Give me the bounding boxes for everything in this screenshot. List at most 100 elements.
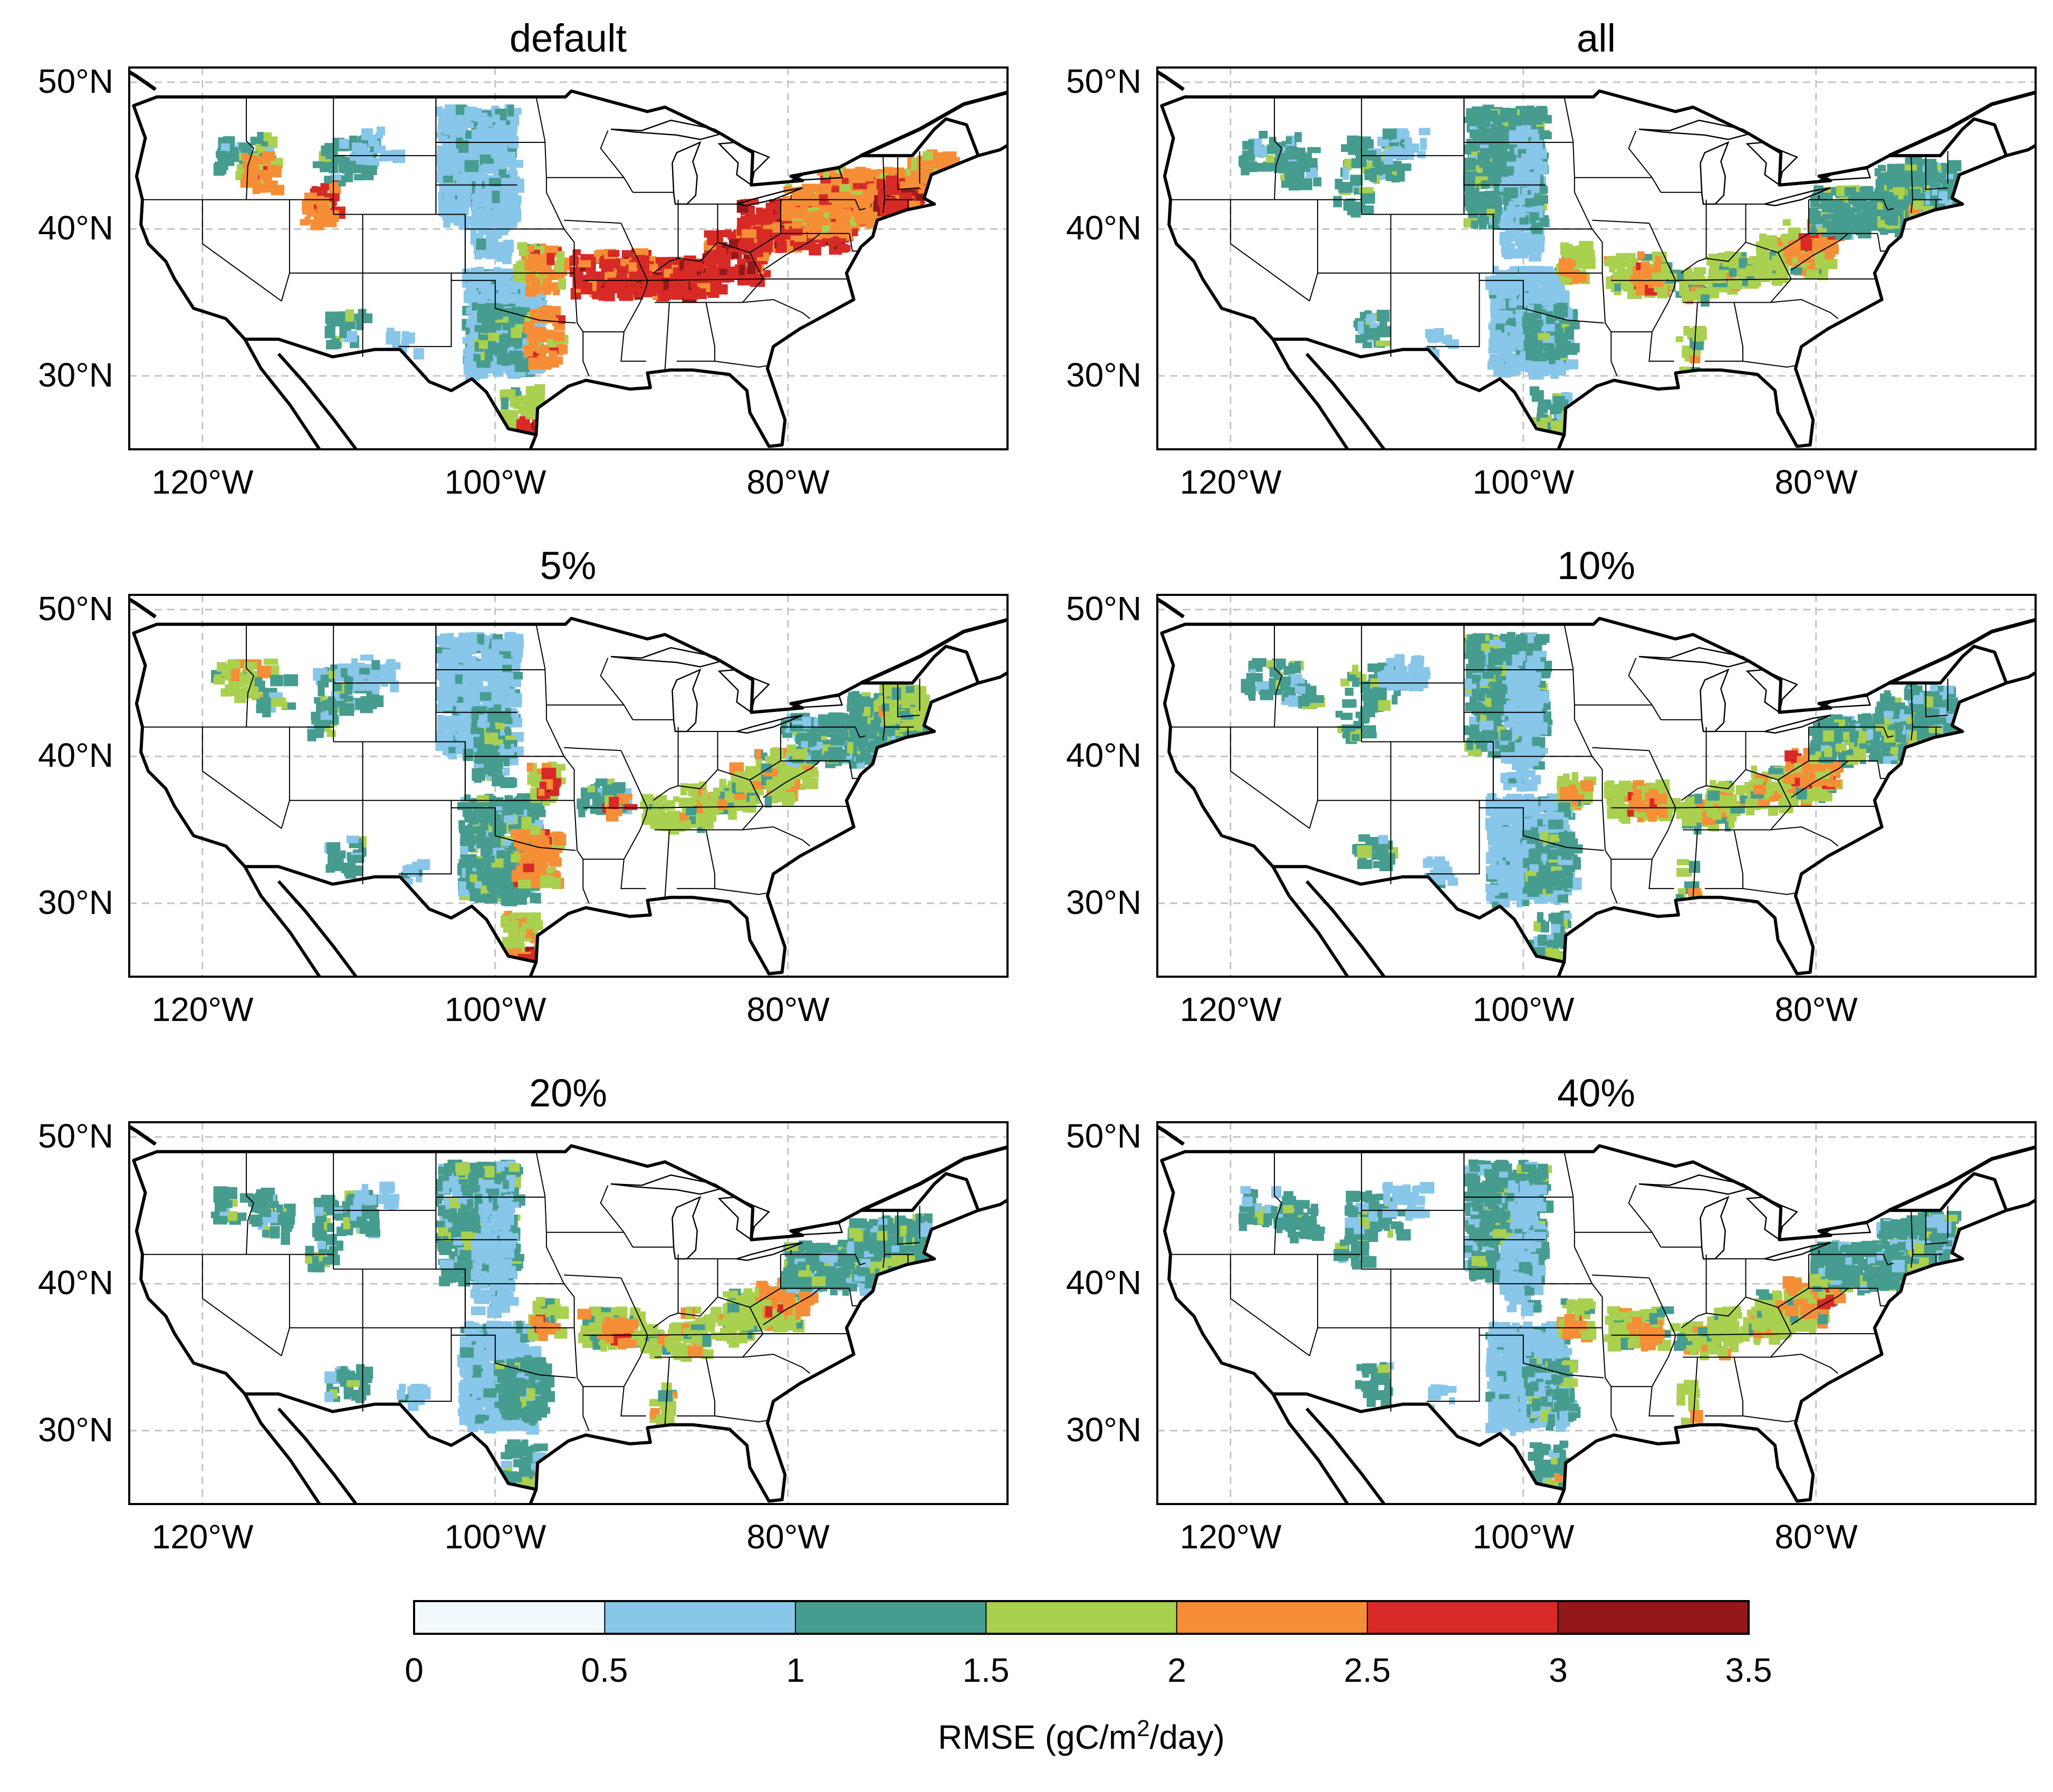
rmse-cell — [496, 250, 507, 262]
rmse-cell — [1816, 216, 1826, 224]
rmse-cell — [1941, 212, 1952, 220]
rmse-cell — [558, 278, 566, 290]
rmse-cell — [620, 258, 629, 266]
rmse-cell — [944, 173, 960, 181]
rmse-cell — [492, 228, 506, 235]
rmse-cell — [527, 245, 534, 252]
rmse-cell — [760, 215, 770, 225]
rmse-cell — [1565, 268, 1575, 276]
rmse-cell — [1509, 267, 1518, 277]
rmse-cell — [358, 313, 373, 323]
rmse-cell — [476, 238, 486, 250]
rmse-cell — [1759, 233, 1767, 242]
state-border — [600, 130, 625, 178]
rmse-cell — [1245, 162, 1254, 170]
rmse-cell — [1283, 161, 1297, 170]
rmse-cell — [1492, 158, 1502, 166]
rmse-cell — [501, 354, 510, 366]
rmse-cell — [244, 143, 253, 151]
rmse-cell — [1417, 151, 1426, 159]
rmse-cell — [1488, 283, 1499, 295]
rmse-cell — [492, 204, 501, 216]
rmse-cell — [1939, 191, 1948, 204]
rmse-cell — [464, 122, 474, 128]
rmse-cell — [516, 419, 530, 432]
rmse-cell — [1759, 265, 1772, 277]
rmse-cell — [1254, 146, 1268, 157]
rmse-cell — [514, 434, 523, 442]
rmse-cell — [352, 143, 368, 152]
rmse-cell — [502, 441, 511, 447]
rmse-cell — [501, 389, 516, 397]
rmse-cell — [1553, 306, 1568, 317]
rmse-cell — [1918, 218, 1934, 228]
rmse-cell — [1498, 300, 1506, 310]
rmse-cell — [791, 220, 802, 229]
rmse-cell — [650, 285, 657, 296]
state-border — [281, 199, 290, 302]
rmse-cell — [524, 259, 531, 271]
rmse-cell — [765, 203, 781, 209]
rmse-cell — [906, 213, 920, 220]
rmse-cell — [546, 357, 555, 368]
rmse-cell — [911, 158, 917, 171]
rmse-cell — [841, 178, 849, 185]
rmse-cell — [1713, 273, 1726, 283]
rmse-cell — [1706, 256, 1721, 266]
rmse-cell — [451, 126, 460, 137]
rmse-cell — [1844, 219, 1850, 228]
rmse-cell — [1812, 240, 1822, 250]
rmse-cell — [461, 190, 471, 199]
rmse-cell — [1653, 262, 1661, 273]
rmse-cell — [546, 347, 559, 353]
rmse-cell — [443, 167, 453, 176]
rmse-cell — [1527, 183, 1534, 190]
rmse-cell — [477, 141, 487, 151]
rmse-cell — [1507, 166, 1514, 176]
rmse-cell — [492, 190, 500, 204]
rmse-cell — [546, 330, 555, 339]
rmse-cell — [492, 114, 500, 122]
rmse-cell — [1810, 210, 1821, 217]
lat-tick-label: 40°N — [38, 209, 113, 247]
rmse-cell — [514, 436, 526, 446]
rmse-cell — [1265, 155, 1274, 163]
rmse-cell — [1688, 376, 1699, 384]
rmse-cell — [580, 254, 594, 261]
rmse-cell — [379, 155, 389, 162]
rmse-cell — [1484, 190, 1499, 199]
rmse-cell — [387, 153, 398, 160]
rmse-cell — [1810, 226, 1817, 236]
rmse-cell — [540, 258, 547, 268]
rmse-cell — [1867, 219, 1875, 227]
rmse-cell — [512, 441, 521, 447]
rmse-cell — [510, 131, 517, 143]
rmse-cell — [257, 132, 264, 140]
rmse-cell — [502, 281, 513, 293]
rmse-cell — [750, 214, 760, 225]
rmse-cell — [717, 258, 731, 271]
rmse-cell — [1854, 223, 1865, 233]
rmse-cell — [1543, 268, 1554, 280]
rmse-cell — [525, 286, 536, 297]
rmse-cell — [475, 294, 484, 302]
rmse-cell — [1862, 186, 1873, 195]
rmse-cell — [1536, 348, 1543, 360]
rmse-cell — [354, 174, 365, 180]
rmse-cell — [261, 139, 268, 147]
rmse-cell — [1564, 327, 1573, 338]
rmse-cell — [488, 332, 501, 341]
rmse-cell — [608, 258, 622, 268]
rmse-cell — [1548, 348, 1558, 355]
rmse-cell — [521, 412, 530, 419]
rmse-cell — [1479, 219, 1487, 229]
rmse-cell — [709, 267, 719, 275]
rmse-cell — [527, 331, 540, 341]
rmse-cell — [1507, 311, 1513, 319]
rmse-cell — [1269, 137, 1277, 146]
rmse-cell — [783, 207, 793, 216]
rmse-cell — [534, 384, 545, 394]
rmse-cell — [608, 250, 620, 257]
rmse-cell — [464, 291, 479, 302]
